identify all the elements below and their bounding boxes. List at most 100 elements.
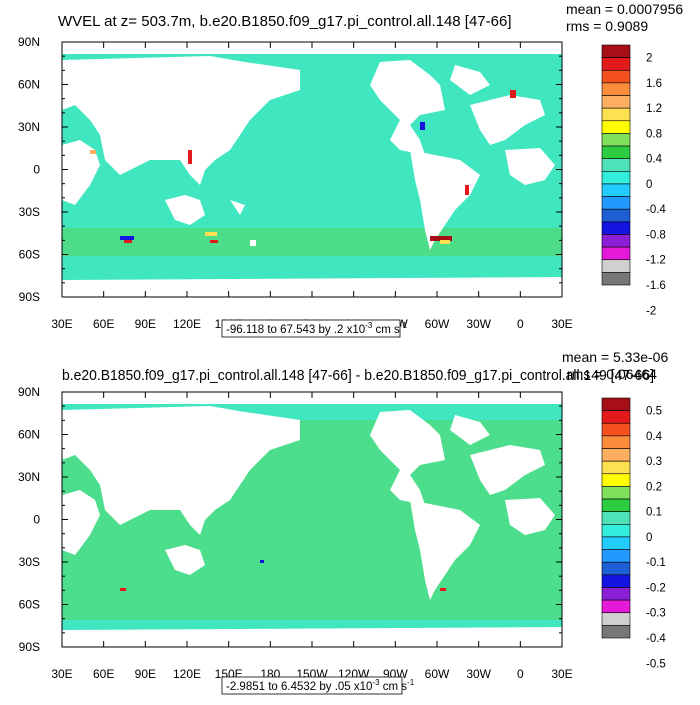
colorbar-label: 1.6 — [646, 78, 662, 90]
colorbar-box — [601, 435, 631, 449]
colorbar-box — [601, 612, 631, 626]
colorbar-box — [601, 272, 631, 286]
y-tick-label: 60N — [18, 78, 40, 92]
colorbar-label: 0.4 — [646, 154, 663, 166]
colorbar-box — [601, 498, 631, 512]
range-text: -2.9851 to 6.4532 by .05 x10 — [226, 681, 372, 693]
x-tick-label: 0 — [517, 317, 524, 331]
range-unit: cm s — [372, 324, 400, 336]
x-tick-label: 60W — [425, 667, 450, 681]
colorbar-box — [601, 422, 631, 437]
colorbar-box — [601, 511, 631, 525]
y-tick-label: 30N — [18, 470, 40, 484]
colorbar-box — [601, 587, 631, 601]
colorbar-box — [601, 82, 631, 96]
colorbar-box — [601, 44, 631, 58]
panel-title: b.e20.B1850.f09_g17.pi_control.all.148 [… — [62, 367, 654, 384]
mean-label: mean = 0.0007956 — [566, 1, 683, 17]
land — [62, 42, 562, 297]
y-axis: 90N 60N 30N 0 30S 60S 90S — [18, 385, 562, 654]
colorbar-box — [601, 536, 631, 550]
colorbar-label: 0.1 — [646, 507, 662, 519]
colorbar-label: -0.3 — [646, 608, 666, 620]
x-tick-label: 30W — [466, 667, 491, 681]
colorbar-label: -0.5 — [646, 658, 666, 670]
colorbar-label: -0.1 — [646, 557, 666, 569]
colorbar-label: 0.3 — [646, 456, 662, 468]
colorbar-box — [601, 410, 631, 424]
colorbar-box — [601, 397, 631, 411]
range-box: -2.9851 to 6.4532 by .05 x10-3 cm s-1 — [221, 676, 415, 695]
colorbar-label: 0.4 — [646, 431, 663, 443]
y-tick-label: 60N — [18, 428, 40, 442]
colorbar-label: 0.2 — [646, 481, 662, 493]
colorbar-box — [601, 133, 631, 147]
colorbar-box — [601, 460, 631, 475]
rms-label: rms = 0.06464 — [567, 366, 657, 382]
colorbar-box — [601, 574, 631, 588]
colorbar-label: -1.6 — [646, 280, 666, 292]
colorbar-box — [601, 599, 631, 614]
map-field — [62, 42, 562, 297]
colorbar-box — [601, 234, 631, 248]
y-tick-label: 90S — [19, 640, 40, 654]
range-unit-exp: -1 — [400, 321, 408, 330]
speckles — [120, 560, 446, 591]
range-box: -96.118 to 67.543 by .2 x10-3 cm s-1 — [221, 319, 407, 338]
colorbar-box — [601, 69, 631, 84]
y-axis: 90N 60N 30N 0 30S 60S 90S — [18, 35, 562, 304]
colorbar-box — [601, 524, 631, 538]
range-text: -96.118 to 67.543 by .2 x10 — [226, 324, 365, 336]
colorbar-label: 0 — [646, 179, 652, 191]
x-tick-label: 60W — [425, 317, 450, 331]
colorbar-label: -1.2 — [646, 255, 666, 267]
colorbar-box — [601, 221, 631, 235]
colorbar-box — [601, 561, 631, 576]
x-tick-label: 90E — [135, 667, 156, 681]
colorbar-box — [601, 486, 631, 500]
colorbar-box — [601, 259, 631, 273]
mean-label: mean = 5.33e-06 — [562, 349, 668, 365]
x-tick-label: 30E — [51, 317, 72, 331]
colorbar-label: 2 — [646, 53, 652, 65]
y-tick-label: 30N — [18, 120, 40, 134]
colorbar-label: -0.8 — [646, 229, 666, 241]
x-tick-label: 30E — [51, 667, 72, 681]
colorbar-box — [601, 208, 631, 223]
colorbar-box — [601, 171, 631, 185]
y-tick-label: 30S — [19, 555, 40, 569]
y-tick-label: 90S — [19, 290, 40, 304]
colorbar-label: -2 — [646, 305, 656, 317]
y-tick-label: 60S — [19, 598, 40, 612]
colorbar-box — [601, 158, 631, 172]
panel-title: WVEL at z= 503.7m, b.e20.B1850.f09_g17.p… — [58, 13, 512, 30]
x-tick-label: 30E — [551, 317, 572, 331]
colorbar-label: 1.2 — [646, 103, 662, 115]
svg-text:-2.9851 to 6.4532 by .05 x10-3: -2.9851 to 6.4532 by .05 x10-3 cm s-1 — [226, 678, 415, 693]
range-unit-exp: -1 — [407, 678, 415, 687]
y-tick-label: 90N — [18, 35, 40, 49]
colorbar-label: 0 — [646, 532, 652, 544]
y-tick-label: 30S — [19, 205, 40, 219]
colorbar-box — [601, 120, 631, 134]
ocean-band-green — [62, 228, 562, 256]
colorbar-box — [601, 625, 631, 639]
x-tick-label: 60E — [93, 667, 114, 681]
x-tick-label: 0 — [517, 667, 524, 681]
panel-difference: b.e20.B1850.f09_g17.pi_control.all.148 [… — [18, 349, 668, 695]
range-unit: cm s — [380, 681, 408, 693]
x-tick-label: 30E — [551, 667, 572, 681]
colorbar: 0.5 0.4 0.3 0.2 0.1 0 -0.1 -0.2 -0.3 -0.4 -0.5 — [601, 397, 666, 670]
colorbar-box — [601, 145, 631, 159]
colorbar-label: 0.5 — [646, 406, 662, 418]
speckles — [90, 90, 516, 246]
colorbar-box — [601, 183, 631, 197]
svg-text:-96.118 to 67.543 by .2 x10-3: -96.118 to 67.543 by .2 x10-3 cm s-1 — [226, 321, 407, 336]
x-tick-label: 90E — [135, 317, 156, 331]
range-exp: -3 — [365, 321, 373, 330]
colorbar-box — [601, 473, 631, 487]
colorbar-box — [601, 107, 631, 122]
colorbar-label: -0.4 — [646, 633, 666, 645]
colorbar-box — [601, 549, 631, 563]
